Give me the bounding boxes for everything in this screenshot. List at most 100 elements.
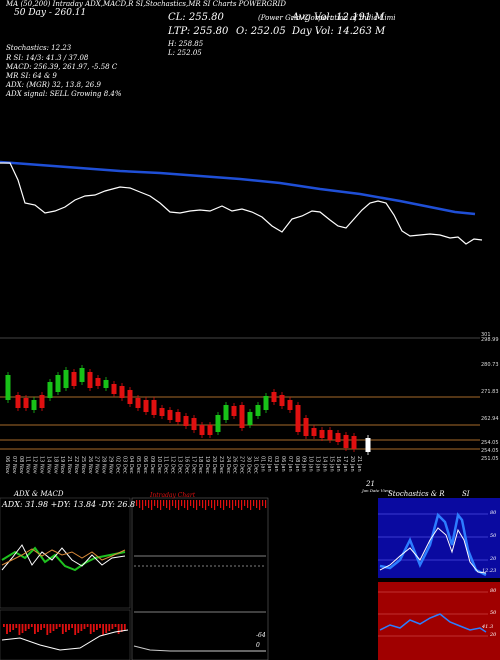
- intraday-bar: [184, 500, 186, 508]
- intraday-bar: [265, 500, 267, 508]
- intraday-bottom-line: [133, 645, 266, 652]
- macd-bar: [61, 624, 64, 634]
- date-label: 17 Dec: [190, 456, 196, 474]
- price-tick: 271.83: [481, 389, 499, 395]
- high-value: H: 258.85: [168, 40, 204, 48]
- intraday-bar: [151, 500, 153, 510]
- intraday-bar: [238, 500, 240, 508]
- date-label: 10 Jan: [308, 456, 314, 472]
- date-footer-day: 21: [366, 480, 375, 488]
- macd-bar: [18, 624, 21, 635]
- date-label: 08 Nov: [18, 456, 24, 474]
- open-value: O: 252.05: [236, 26, 286, 37]
- macd-bar: [6, 624, 8, 634]
- date-label: 06 Jan: [280, 456, 286, 472]
- date-label: 03 Jan: [273, 456, 279, 472]
- intraday-bars: [136, 500, 267, 510]
- intraday-panel: [131, 497, 269, 660]
- intraday-bar: [175, 500, 177, 508]
- macd-bar: [102, 624, 104, 635]
- date-label: 27 Dec: [239, 456, 245, 474]
- macd-bar: [89, 624, 92, 634]
- stochastics-panel-si: SI: [462, 490, 470, 498]
- intraday-panel-title: Intraday Chart: [150, 492, 196, 499]
- date-label: 08 Jan: [294, 456, 300, 472]
- macd-bar: [77, 624, 80, 633]
- intraday-label-bottom: 0: [256, 642, 260, 649]
- intraday-label-top: -64: [256, 632, 266, 639]
- date-label: 20 Dec: [211, 456, 217, 474]
- date-label: 07 Nov: [11, 456, 17, 474]
- macd-bar: [3, 624, 5, 627]
- price-tick: 280.73: [481, 362, 499, 368]
- macd-bar: [68, 624, 70, 630]
- ltp-value: LTP: 255.80: [168, 26, 229, 37]
- intraday-bar: [148, 500, 150, 508]
- intraday-bar: [244, 500, 246, 506]
- price-tick: 298.99: [481, 337, 499, 343]
- macd-bar: [108, 624, 111, 631]
- date-label: 17 Jan: [342, 456, 348, 472]
- macd-bar: [120, 624, 123, 632]
- moving-average-line: [0, 160, 476, 216]
- intraday-bar: [196, 500, 198, 510]
- rsi-tick-50: 50: [490, 610, 497, 616]
- intraday-bar: [169, 500, 171, 510]
- intraday-bar: [229, 500, 231, 508]
- date-label: 06 Nov: [4, 456, 10, 474]
- date-label: 31 Dec: [252, 456, 258, 474]
- macd-bar: [46, 624, 49, 635]
- adx-panel-title: ADX & MACD: [14, 490, 64, 498]
- macd-bar: [40, 624, 42, 630]
- intraday-bar: [142, 500, 144, 510]
- adx-panel-values: ADX: 31.98 +DY: 13.84 -DY: 26.8: [2, 500, 136, 509]
- stoch-tick-20: 20: [490, 556, 497, 562]
- intraday-bar: [211, 500, 213, 508]
- date-label: 01 Jan: [259, 456, 265, 472]
- intraday-bar: [145, 500, 147, 506]
- date-label: 12 Dec: [170, 456, 176, 474]
- date-label: 18 Dec: [197, 456, 203, 474]
- adx-value: ADX: (MGR) 32, 13.8, 26.9: [6, 81, 101, 89]
- stochastics-panel-title: Stochastics & R: [388, 490, 445, 498]
- date-label: 06 Dec: [142, 456, 148, 474]
- macd-panel: [0, 609, 131, 660]
- macd-bar: [92, 624, 95, 632]
- date-label: 26 Nov: [87, 456, 93, 474]
- intraday-bar: [217, 500, 219, 506]
- intraday-bar: [226, 500, 228, 506]
- adx-panel: [0, 497, 131, 609]
- stoch-white-line: [379, 527, 487, 574]
- intraday-bar: [223, 500, 225, 510]
- macd-bar: [12, 624, 15, 630]
- intraday-bar: [214, 500, 216, 510]
- low-value: L: 252.05: [168, 49, 202, 57]
- intraday-bar: [172, 500, 174, 506]
- close-value: CL: 255.80: [168, 12, 224, 23]
- ma-label: 50 Day - 260.11: [14, 8, 87, 18]
- intraday-bar: [208, 500, 210, 506]
- macd-bar: [83, 624, 86, 629]
- date-label: 09 Dec: [149, 456, 155, 474]
- date-label: 27 Nov: [94, 456, 100, 474]
- top-strip: MA (50,200) Intraday ADX,MACD,R SI,Stoch…: [6, 0, 286, 8]
- date-label: 16 Jan: [335, 456, 341, 472]
- date-label: 12 Nov: [32, 456, 38, 474]
- stochastics-value: Stochastics: 12.23: [6, 44, 72, 52]
- intraday-bar: [166, 500, 168, 508]
- intraday-bar: [250, 500, 252, 510]
- date-label: 30 Dec: [246, 456, 252, 474]
- intraday-bar: [253, 500, 255, 506]
- price-tick: 254.05: [481, 440, 499, 446]
- adx-orange-line: [1, 548, 126, 566]
- price-line: [0, 162, 483, 245]
- macd-bar: [9, 624, 11, 632]
- macd-bar: [21, 624, 24, 633]
- macd-line: [1, 629, 129, 651]
- date-label: 02 Jan: [266, 456, 272, 472]
- macd-bar: [96, 624, 98, 630]
- company-name: (Power Grid C orporation of India Limi: [258, 14, 396, 22]
- date-label: 22 Nov: [73, 456, 79, 474]
- date-label: 03 Dec: [121, 456, 127, 474]
